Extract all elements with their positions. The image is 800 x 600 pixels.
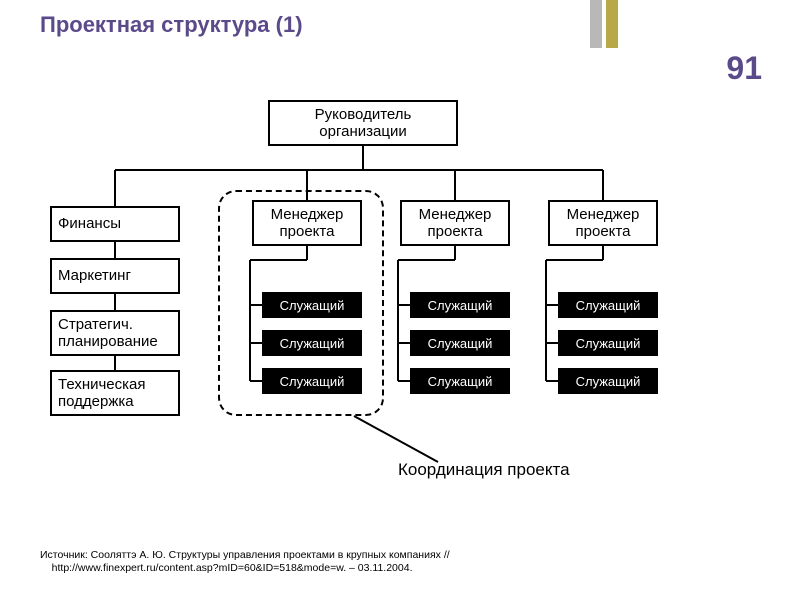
coordination-label: Координация проекта bbox=[398, 460, 570, 480]
coordination-dashed-box bbox=[218, 190, 384, 416]
manager-box-2: Менеджер проекта bbox=[548, 200, 658, 246]
page-title: Проектная структура (1) bbox=[40, 12, 303, 38]
employee-box: Служащий bbox=[410, 330, 510, 356]
employee-box: Служащий bbox=[558, 330, 658, 356]
dept-strategic: Стратегич. планирование bbox=[50, 310, 180, 356]
slide-number: 91 bbox=[726, 50, 762, 87]
employee-box: Служащий bbox=[410, 292, 510, 318]
header-bar-accent bbox=[606, 0, 618, 48]
dept-marketing: Маркетинг bbox=[50, 258, 180, 294]
employee-box: Служащий bbox=[410, 368, 510, 394]
employee-box: Служащий bbox=[558, 368, 658, 394]
employee-box: Служащий bbox=[558, 292, 658, 318]
source-citation: Источник: Сооляттэ А. Ю. Структуры управ… bbox=[40, 549, 450, 576]
dept-tech: Техническая поддержка bbox=[50, 370, 180, 416]
org-head-box: Руководитель организации bbox=[268, 100, 458, 146]
manager-box-1: Менеджер проекта bbox=[400, 200, 510, 246]
dept-finance: Финансы bbox=[50, 206, 180, 242]
source-line-2: http://www.finexpert.ru/content.asp?mID=… bbox=[52, 562, 413, 574]
source-line-1: Источник: Сооляттэ А. Ю. Структуры управ… bbox=[40, 549, 450, 561]
connector-lines bbox=[0, 0, 800, 600]
header-bar-gray bbox=[590, 0, 602, 48]
